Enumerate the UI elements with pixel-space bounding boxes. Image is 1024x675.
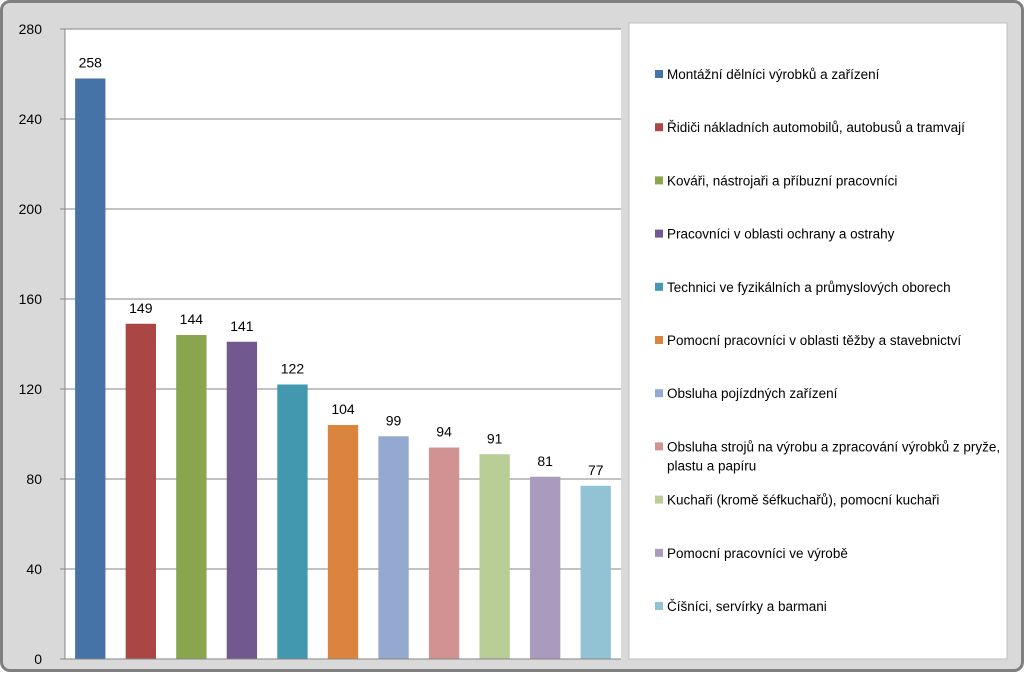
legend-swatch [655,123,663,132]
legend-label: Řidiči nákladních automobilů, autobusů a… [667,120,965,135]
legend-swatch [655,389,663,398]
y-tick-label: 0 [34,651,42,667]
legend-swatch [655,282,663,291]
legend-box [628,22,1008,660]
bar-value-label: 144 [180,311,204,327]
bar [580,485,611,659]
bar [378,436,409,659]
legend-label: Pomocní pracovníci v oblasti těžby a sta… [667,333,961,348]
legend-label: plastu a papíru [667,458,756,473]
y-tick-label: 80 [26,471,42,487]
bar [530,476,561,659]
legend-swatch [655,336,663,344]
bar [226,341,258,659]
legend-label: Montážní dělníci výrobků a zařízení [667,67,880,82]
bar-value-label: 94 [436,424,452,440]
y-tick-label: 120 [19,381,43,397]
bar [277,384,308,659]
bar-value-label: 258 [79,55,103,71]
legend-label: Obsluha strojů na výrobu a zpracování vý… [667,439,1000,454]
bars [75,78,611,659]
bar [428,447,460,659]
bar-value-label: 141 [230,318,254,334]
legend-label: Kováři, nástrojaři a příbuzní pracovníci [667,173,897,188]
bar-value-label: 99 [386,412,402,428]
y-tick-label: 200 [19,201,43,217]
legend-swatch [655,495,663,504]
legend-label: Kuchaři (kromě šéfkuchařů), pomocní kuch… [667,493,939,508]
legend: Montážní dělníci výrobků a zařízení Řidič… [655,67,1000,614]
y-tick-label: 40 [26,561,42,577]
legend-label: Pomocní pracovníci ve výrobě [667,546,848,561]
bar-value-label: 77 [588,462,604,478]
legend-swatch [655,176,663,185]
legend-swatch [655,229,663,238]
y-tick-label: 240 [19,111,43,127]
bar-chart: 258 149 144 141 122 104 99 94 91 81 77 0 40 80 120 160… [19,21,1008,667]
bar-value-label: 104 [331,401,355,417]
data-labels: 258 149 144 141 122 104 99 94 91 81 77 [79,55,604,478]
bar [479,454,510,659]
legend-label: Pracovníci v oblasti ochrany a ostrahy [667,227,895,242]
bar [176,335,207,659]
legend-label: Obsluha pojízdných zařízení [667,386,838,401]
bar [75,78,106,659]
legend-swatch [655,442,663,451]
legend-label: Technici ve fyzikálních a průmyslových o… [667,280,951,295]
bar-value-label: 81 [537,453,553,469]
bar-value-label: 122 [281,361,305,377]
y-tick-label: 280 [19,21,43,37]
y-axis: 0 40 80 120 160 200 240 280 [19,21,621,667]
legend-swatch [655,548,663,557]
bar [327,425,359,659]
y-tick-label: 160 [19,291,43,307]
bar [125,323,156,659]
legend-swatch [655,602,663,610]
bar-value-label: 149 [129,300,153,316]
legend-swatch [655,70,663,78]
bar-value-label: 91 [487,430,503,446]
legend-label: Číšníci, servírky a barmani [667,599,827,614]
